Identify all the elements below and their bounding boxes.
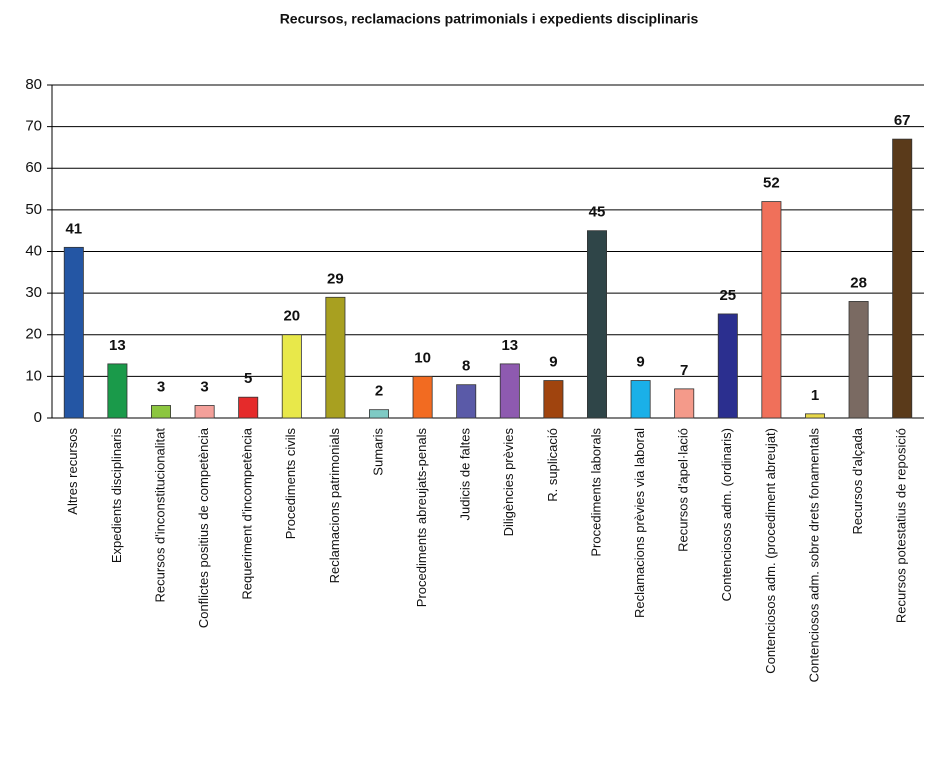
bar: [369, 409, 389, 419]
data-label: 67: [894, 112, 911, 129]
y-tick-label: 10: [25, 367, 42, 384]
data-label: 45: [589, 204, 606, 221]
data-label: 5: [244, 370, 252, 387]
data-label: 25: [719, 287, 736, 304]
x-tick-label: Procediments laborals: [588, 428, 603, 557]
data-label: 13: [501, 337, 518, 354]
bar: [281, 334, 302, 419]
y-tick-label: 60: [25, 159, 42, 176]
data-label: 9: [636, 354, 644, 371]
data-label: 13: [109, 337, 126, 354]
data-label: 1: [811, 387, 819, 404]
x-tick-label: Procediments civils: [283, 428, 298, 540]
bar: [456, 384, 477, 419]
x-tick-label: Reclamacions prèvies via laboral: [632, 428, 647, 618]
x-tick-label: Contenciosos adm. sobre drets fonamental…: [806, 428, 821, 683]
bar: [761, 201, 782, 419]
x-tick-label: Recursos potestatius de reposició: [894, 428, 909, 623]
y-tick-label: 40: [25, 242, 42, 259]
x-tick-label: Recursos d'inconstitucionalitat: [152, 428, 167, 603]
data-label: 8: [462, 358, 470, 375]
x-tick-label: Altres recursos: [65, 428, 80, 515]
x-tick-label: Diligències prèvies: [501, 428, 516, 537]
x-tick-label: Reclamacions patrimonials: [327, 428, 342, 584]
data-label: 52: [763, 175, 780, 192]
x-tick-label: Contenciosos adm. (ordinaris): [719, 428, 734, 601]
bar: [325, 296, 346, 419]
x-tick-label: Judicis de faltes: [458, 428, 473, 521]
x-tick-label: Expedients disciplinaris: [109, 428, 124, 564]
data-label: 9: [549, 354, 557, 371]
data-label: 20: [283, 308, 300, 325]
bar: [630, 380, 651, 419]
x-tick-label: Procediments abreujats-penals: [414, 428, 429, 608]
bar: [63, 246, 84, 419]
data-label: 3: [157, 378, 165, 395]
x-tick-label: Sumaris: [370, 428, 385, 476]
bar: [499, 363, 520, 419]
y-tick-label: 0: [34, 409, 42, 426]
x-tick-label: Requeriment d'incompetència: [240, 427, 255, 599]
y-tick-label: 50: [25, 201, 42, 218]
data-label: 10: [414, 349, 431, 366]
bar: [151, 405, 171, 419]
chart-title: Recursos, reclamacions patrimonials i ex…: [280, 11, 699, 27]
bar: [717, 313, 738, 419]
bar: [194, 405, 215, 419]
x-tick-label: Conflictes positius de competència: [196, 427, 211, 628]
data-label: 29: [327, 270, 344, 287]
bar: [674, 388, 695, 419]
data-label: 28: [850, 274, 867, 291]
x-tick-label: Recursos d'alçada: [850, 427, 865, 534]
x-tick-label: Contenciosos adm. (procediment abreujat): [763, 428, 778, 674]
y-tick-label: 70: [25, 118, 42, 135]
y-tick-label: 80: [25, 76, 42, 93]
y-tick-label: 30: [25, 284, 42, 301]
x-tick-label: Recursos d'apel·lació: [676, 428, 691, 552]
x-tick-label: R. suplicació: [545, 428, 560, 502]
bar: [805, 413, 825, 419]
bar: [848, 301, 869, 419]
bar: [892, 138, 913, 419]
data-label: 2: [375, 383, 383, 400]
data-label: 3: [200, 378, 208, 395]
bar: [238, 396, 259, 419]
data-label: 7: [680, 362, 688, 379]
data-label: 41: [65, 220, 82, 237]
bar: [412, 375, 433, 419]
bar: [587, 230, 607, 419]
bar: [543, 380, 564, 419]
bar: [107, 363, 128, 419]
y-tick-label: 20: [25, 326, 42, 343]
